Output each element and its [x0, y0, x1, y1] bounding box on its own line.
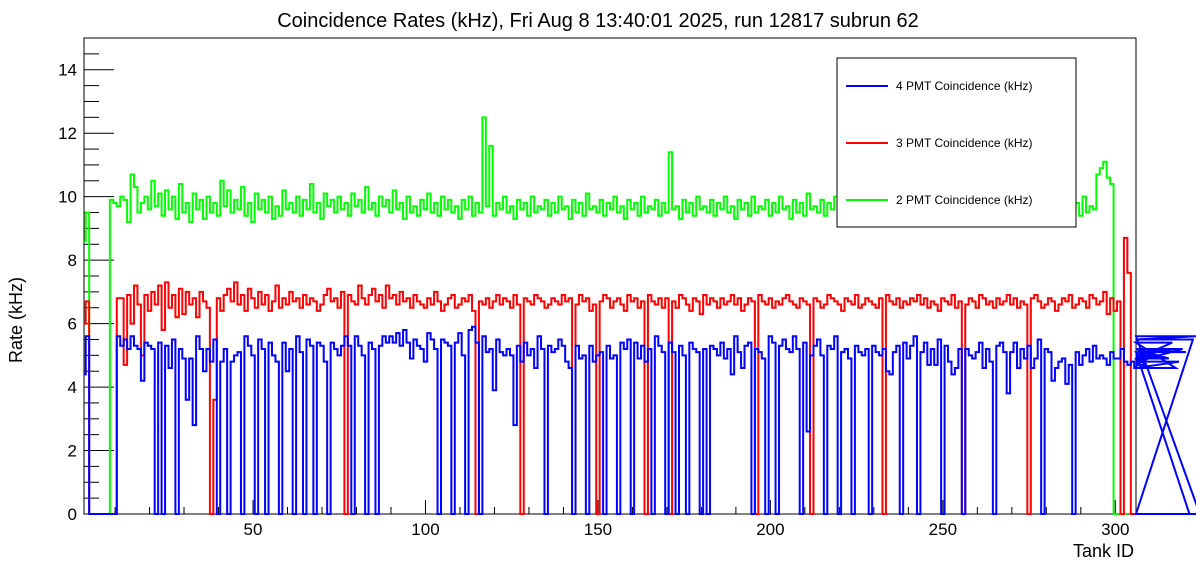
- y-tick-label: 0: [68, 505, 77, 524]
- legend-label-4pmt: 4 PMT Coincidence (kHz): [896, 79, 1033, 93]
- y-tick-label: 4: [68, 378, 77, 397]
- legend-label-3pmt: 3 PMT Coincidence (kHz): [896, 136, 1033, 150]
- y-axis-label: Rate (kHz): [6, 277, 26, 363]
- y-tick-label: 6: [68, 315, 77, 334]
- x-tick-label: 250: [929, 520, 957, 539]
- y-tick-label: 12: [58, 124, 77, 143]
- x-tick-label: 100: [411, 520, 439, 539]
- series-line: [84, 236, 1142, 515]
- x-tick-label: 150: [584, 520, 612, 539]
- x-tick-label: 200: [756, 520, 784, 539]
- legend-label-2pmt: 2 PMT Coincidence (kHz): [896, 193, 1033, 207]
- x-tick-label: 50: [244, 520, 263, 539]
- x-tick-label: 300: [1101, 520, 1129, 539]
- chart-title: Coincidence Rates (kHz), Fri Aug 8 13:40…: [277, 10, 919, 32]
- x-axis-label: Tank ID: [1073, 541, 1134, 561]
- x-axis-ticks: 50 100 150 200 250 300: [114, 500, 1129, 539]
- series-line: [84, 325, 1196, 515]
- y-tick-label: 2: [68, 442, 77, 461]
- y-axis-ticks: 0 2 4 6 8 10 12 14: [58, 37, 114, 524]
- y-tick-label: 14: [58, 61, 77, 80]
- legend: 4 PMT Coincidence (kHz) 3 PMT Coincidenc…: [836, 57, 1077, 228]
- y-tick-label: 10: [58, 188, 77, 207]
- y-tick-label: 8: [68, 251, 77, 270]
